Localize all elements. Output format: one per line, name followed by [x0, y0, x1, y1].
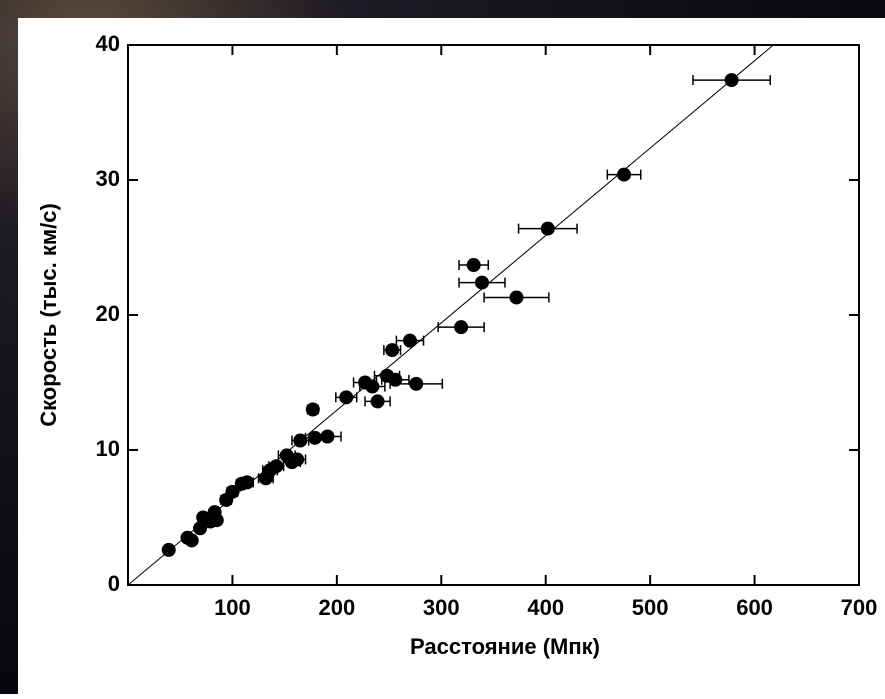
point — [307, 430, 322, 445]
point — [305, 402, 320, 417]
point — [475, 275, 490, 290]
point — [385, 343, 400, 358]
point — [466, 258, 481, 273]
point — [290, 452, 305, 467]
point — [365, 379, 380, 394]
point — [161, 542, 176, 557]
y-tick-label: 30 — [96, 166, 120, 191]
x-tick-label: 200 — [318, 595, 355, 620]
point — [617, 167, 632, 182]
y-tick-label: 0 — [108, 571, 120, 596]
x-tick-label: 100 — [214, 595, 251, 620]
point — [509, 290, 524, 305]
point — [454, 320, 469, 335]
point — [724, 73, 739, 88]
point — [193, 521, 208, 536]
y-tick-label: 10 — [96, 436, 120, 461]
x-tick-label: 600 — [736, 595, 773, 620]
y-tick-label: 20 — [96, 301, 120, 326]
point — [293, 433, 308, 448]
point — [409, 376, 424, 391]
point — [184, 533, 199, 548]
point — [370, 394, 385, 409]
y-tick-label: 40 — [96, 31, 120, 56]
point — [339, 390, 354, 405]
point — [402, 333, 417, 348]
point — [269, 459, 284, 474]
x-tick-label: 300 — [423, 595, 460, 620]
point — [320, 429, 335, 444]
panel — [18, 18, 885, 694]
x-axis-label: Расстояние (Мпк) — [410, 634, 600, 659]
point — [209, 513, 224, 528]
x-tick-label: 700 — [841, 595, 878, 620]
x-tick-label: 400 — [527, 595, 564, 620]
point — [540, 221, 555, 236]
x-tick-label: 500 — [632, 595, 669, 620]
y-axis-label: Скорость (тыс. км/с) — [36, 203, 61, 427]
point — [240, 475, 255, 490]
